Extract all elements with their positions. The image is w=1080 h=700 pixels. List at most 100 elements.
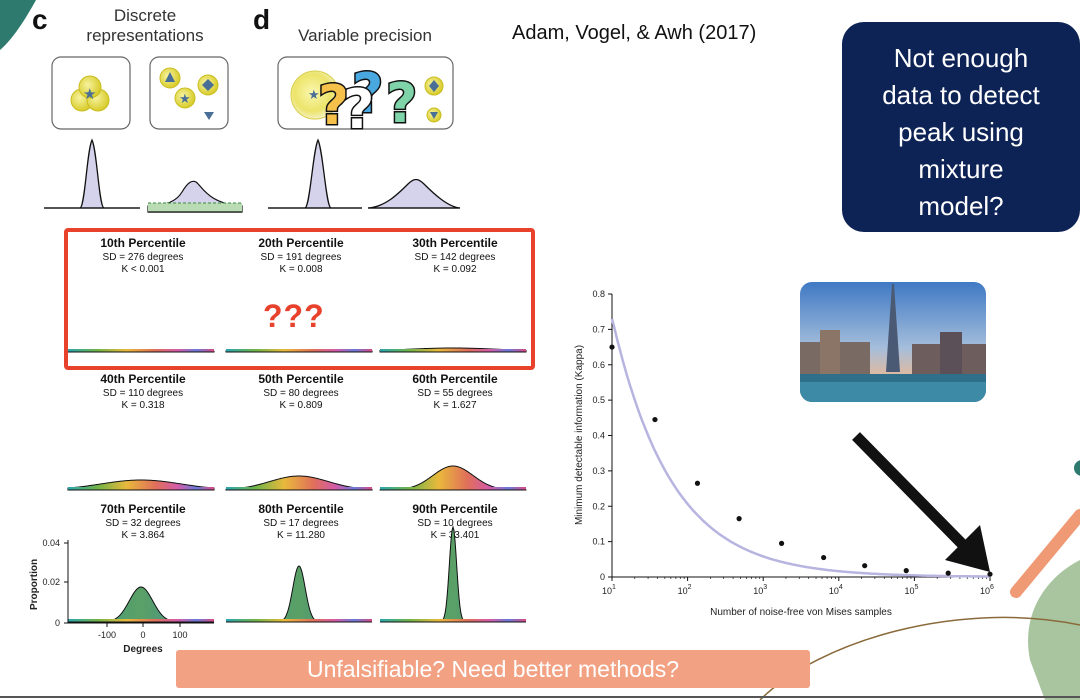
star-icon: ★	[83, 85, 96, 103]
percentile-k: K = 0.318	[121, 400, 165, 411]
city-photo	[800, 282, 986, 402]
percentile-title: 50th Percentile	[258, 372, 344, 386]
svg-text:?: ?	[343, 78, 374, 141]
grid-xtick-label: 100	[172, 630, 187, 640]
data-point	[778, 540, 785, 546]
svg-text:?: ?	[352, 62, 383, 125]
large-item-circle	[290, 70, 340, 120]
kappa-ytick-label: 0.7	[592, 324, 605, 334]
reference-citation: Adam, Vogel, & Awh (2017)	[512, 22, 757, 44]
footer-divider	[0, 696, 1080, 698]
kappa-xtick-exp: 3	[763, 584, 767, 591]
percentile-k: K = 0.092	[433, 264, 477, 275]
panel-c-title: Discrete representations	[60, 6, 230, 46]
percentile-title: 30th Percentile	[412, 236, 498, 250]
percentile-label-block: 70th Percentile SD = 32 degrees K = 3.864	[68, 502, 218, 542]
kappa-ytick-label: 0.5	[592, 395, 605, 405]
kappa-xtick-base: 10	[829, 586, 839, 596]
item-circle	[174, 87, 196, 109]
panel-c-title-line2: representations	[86, 26, 204, 45]
percentile-distribution	[380, 525, 526, 623]
teal-dot	[1074, 460, 1080, 476]
percentile-distribution	[68, 586, 214, 623]
percentile-sd: SD = 191 degrees	[260, 252, 342, 263]
data-point	[945, 570, 951, 576]
color-wheel-band	[380, 487, 526, 490]
kappa-ytick-label: 0	[600, 572, 605, 582]
kappa-xtick-exp: 1	[612, 584, 616, 591]
callout-line4: mixture	[918, 154, 1004, 184]
percentile-distribution	[225, 475, 373, 491]
kappa-ytick-label: 0.2	[592, 501, 605, 511]
percentile-sd: SD = 17 degrees	[263, 518, 339, 529]
representation-illustrations: ★ ★ ★ ? ? ? ?	[44, 56, 461, 213]
kappa-xtick-exp: 4	[839, 584, 843, 591]
percentile-label-block: 10th Percentile SD = 276 degrees K < 0.001	[68, 236, 218, 276]
percentile-k: K = 1.627	[433, 400, 477, 411]
percentile-k: K = 3.864	[121, 530, 165, 541]
percentile-k: K = 0.008	[279, 264, 323, 275]
percentile-sd: SD = 276 degrees	[102, 252, 184, 263]
callout-line1: Not enough	[893, 43, 1029, 73]
data-point	[736, 516, 742, 522]
arrow-icon	[852, 432, 990, 572]
kappa-xtick-label: 104	[829, 584, 843, 596]
wide-distribution	[367, 178, 461, 209]
kappa-xtick-label: 102	[678, 584, 692, 596]
callout-line3: peak using	[898, 117, 1024, 147]
percentile-sd: SD = 10 degrees	[417, 518, 493, 529]
data-point	[821, 554, 827, 561]
kappa-xlabel: Number of noise-free von Mises samples	[710, 607, 892, 618]
item-circle	[78, 75, 102, 99]
percentile-label-block: 20th Percentile SD = 191 degrees K = 0.008	[226, 236, 376, 276]
percentile-distributions	[67, 347, 527, 623]
diamond-icon	[429, 80, 439, 92]
percentile-label-block: 80th Percentile SD = 17 degrees K = 11.280	[226, 502, 376, 542]
percentile-k: K = 0.809	[279, 400, 323, 411]
grid-ytick-label: 0.02	[42, 577, 60, 587]
color-wheel-band	[380, 619, 526, 622]
data-point	[903, 568, 909, 574]
color-wheel-band	[226, 619, 372, 622]
svg-text:?: ?	[386, 72, 417, 135]
percentile-grid: 0 0.02 0.04 -100 0 100 Proportion Degree…	[29, 228, 535, 655]
color-wheel-band	[68, 487, 214, 490]
callout-line5: model?	[918, 191, 1004, 221]
percentile-sd: SD = 142 degrees	[414, 252, 496, 263]
color-wheel-band	[68, 619, 214, 622]
percentile-distribution	[379, 465, 527, 491]
kappa-xtick-base: 10	[753, 586, 763, 596]
triangle-icon	[165, 72, 175, 82]
narrow-distribution	[44, 138, 140, 209]
uniform-band	[148, 203, 242, 212]
tower-shape	[886, 284, 900, 372]
diamond-icon	[202, 79, 214, 91]
triangle-down-icon	[204, 112, 214, 120]
grid-ytick-label: 0.04	[42, 538, 60, 548]
kappa-xtick-base: 10	[904, 586, 914, 596]
kappa-xtick-base: 10	[678, 586, 688, 596]
grid-xtick-label: 0	[140, 630, 145, 640]
data-points	[609, 344, 993, 577]
percentile-sd: SD = 80 degrees	[263, 388, 339, 399]
data-point	[862, 563, 868, 569]
percentile-label-block: 50th Percentile SD = 80 degrees K = 0.809	[226, 372, 376, 412]
green-blob	[1028, 560, 1080, 700]
percentile-sd: SD = 32 degrees	[105, 518, 181, 529]
kappa-xtick-label: 103	[753, 584, 767, 596]
kappa-xtick-base: 10	[602, 586, 612, 596]
kappa-ytick-label: 0.8	[592, 289, 605, 299]
kappa-xtick-label: 106	[980, 584, 994, 596]
star-icon: ★	[308, 88, 320, 103]
kappa-ytick-label: 0.6	[592, 360, 605, 370]
data-point	[987, 571, 993, 577]
kappa-xtick-base: 10	[980, 586, 990, 596]
percentile-title: 80th Percentile	[258, 502, 344, 516]
panel-c-letter: c	[32, 4, 48, 35]
percentile-title: 10th Percentile	[100, 236, 186, 250]
teal-corner-shape	[0, 0, 36, 50]
data-point	[609, 344, 615, 350]
